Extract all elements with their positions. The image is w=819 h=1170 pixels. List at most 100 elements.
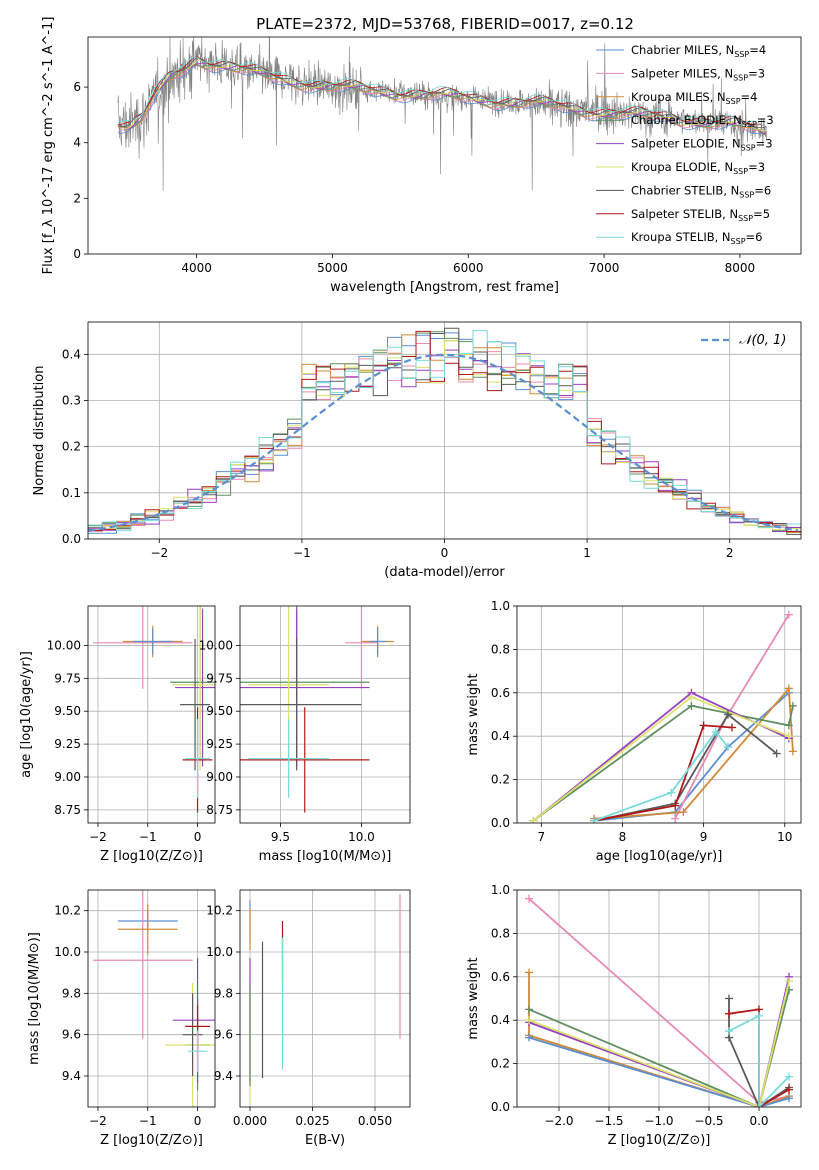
y-tick-label: 0.8 (491, 926, 510, 940)
panel-weight_vs_age: 7 8 9 10 0.0 0.2 0.4 0.6 0.8 1.0 age [log10(age/yr… (466, 599, 802, 864)
x-axis-label: age [log10(age/yr)] (596, 849, 723, 864)
y-tick-label: 0.0 (491, 816, 510, 830)
y-tick-label: 9.75 (54, 671, 81, 685)
normal-curve (88, 353, 799, 532)
weight-marker (525, 1005, 533, 1014)
model-spectrum-line (117, 59, 767, 131)
y-tick-label: 2 (73, 191, 81, 205)
y-tick-label: 0.0 (62, 532, 81, 546)
plot-area-weight_vs_age (517, 606, 801, 823)
legend-entry: Kroupa ELODIE, NSSP=3 (631, 160, 765, 176)
plot-area-mass_vs_ebv (240, 890, 410, 1107)
y-tick-label: 10.0 (206, 945, 233, 959)
y-tick-label: 10.2 (54, 904, 81, 918)
weight-marker (723, 710, 732, 719)
weight-line (593, 730, 729, 822)
weight-marker (723, 743, 732, 752)
y-tick-label: 9.25 (54, 737, 81, 751)
weight-marker (785, 1085, 793, 1094)
y-axis-label: Normed distribution (32, 366, 47, 496)
y-tick-label: 0.2 (491, 773, 510, 787)
axes-frame (239, 889, 411, 1108)
weight-marker (525, 968, 533, 977)
x-tick-label: 1 (583, 546, 591, 560)
x-tick-label: −1 (139, 830, 157, 844)
panel-mass_vs_ebv: 0.000 0.025 0.050 9.4 9.6 9.8 10.0 10.2 E(B-V) (206, 889, 411, 1148)
y-tick-label: 0.8 (491, 642, 510, 656)
x-tick-label: −2 (150, 546, 168, 560)
weight-marker (784, 721, 793, 730)
x-tick-label: 7000 (589, 261, 620, 275)
legend-entry: Chabrier ELODIE, NSSP=3 (631, 113, 774, 129)
weight-marker (699, 721, 708, 730)
y-tick-label: 0.4 (491, 1013, 510, 1027)
y-axis-label: mass [log10(M/M⊙)] (27, 932, 42, 1065)
y-tick-label: 0 (73, 247, 81, 261)
weight-marker (711, 727, 720, 736)
weight-line (532, 691, 790, 822)
y-axis-label: age [log10(age/yr)] (19, 651, 34, 778)
weight-marker (784, 684, 793, 693)
legend-entry: Chabrier MILES, NSSP=4 (631, 43, 766, 59)
weight-marker (785, 1072, 793, 1081)
y-tick-label: 0.2 (62, 440, 81, 454)
weight-marker (725, 994, 733, 1003)
y-tick-label: 0.2 (491, 1057, 510, 1071)
panel-age_vs_mass: 9.5 10.0 8.75 9.00 9.25 9.50 9.75 10.00 mass [lo… (199, 605, 411, 864)
weight-marker (529, 816, 538, 823)
x-tick-label: 4000 (181, 261, 212, 275)
x-tick-label: 0 (194, 1114, 202, 1128)
y-tick-label: 9.00 (206, 770, 233, 784)
y-axis-label: mass weight (466, 673, 481, 755)
x-tick-label: 7 (538, 830, 546, 844)
x-tick-label: −0.5 (694, 1114, 723, 1128)
panel-spectrum: 4000 5000 6000 7000 8000 0 2 4 6 wavelength [Angs… (41, 17, 802, 295)
y-tick-label: 0.4 (62, 347, 81, 361)
weight-line (528, 972, 790, 1107)
x-tick-label: 9.5 (271, 830, 290, 844)
legend-entry: Chabrier STELIB, NSSP=6 (631, 183, 771, 199)
panel-weight_vs_Z: −2.0 −1.5 −1.0 −0.5 0.0 0.0 0.2 0.4 0.6 0.8 1.0 Z [… (466, 883, 802, 1148)
x-tick-label: 0.025 (295, 1114, 329, 1128)
legend-entry: Salpeter STELIB, NSSP=5 (631, 207, 770, 223)
x-axis-label: Z [log10(Z/Z⊙)] (608, 1133, 711, 1148)
model-spectrum-line (117, 57, 767, 129)
weight-marker (784, 610, 793, 619)
weight-marker (788, 747, 797, 756)
weight-marker (725, 1027, 733, 1036)
axes-frame (87, 321, 802, 540)
y-axis-label: Flux [f_λ 10^-17 erg cm^-2 s^-1 A^-1] (41, 17, 56, 275)
x-tick-label: 0.0 (749, 1114, 768, 1128)
x-tick-label: 10 (777, 830, 792, 844)
y-tick-label: 9.6 (62, 1028, 81, 1042)
weight-line (528, 989, 790, 1107)
weight-line (728, 998, 790, 1107)
axes-frame (87, 605, 216, 824)
panel-mass_vs_Z: −2 −1 0 9.4 9.6 9.8 10.0 10.2 Z [log10(Z/Z⊙)] mas… (27, 889, 216, 1148)
plot-area-mass_vs_Z (88, 890, 215, 1107)
y-tick-label: 9.8 (214, 986, 233, 1000)
y-tick-label: 9.8 (62, 986, 81, 1000)
y-tick-label: 9.4 (62, 1069, 81, 1083)
weight-marker (525, 1016, 533, 1025)
panel-age_vs_Z: −2 −1 0 8.75 9.00 9.25 9.50 9.75 10.00 Z [log10(Z… (19, 605, 216, 864)
y-tick-label: 1.0 (491, 883, 510, 897)
x-tick-label: −1 (139, 1114, 157, 1128)
x-tick-label: 0 (441, 546, 449, 560)
y-tick-label: 9.25 (206, 737, 233, 751)
y-tick-label: 0.6 (491, 970, 510, 984)
weight-marker (784, 732, 793, 741)
weight-line (593, 724, 733, 822)
figure-title: PLATE=2372, MJD=53768, FIBERID=0017, z=0… (256, 15, 634, 33)
x-axis-label: E(B-V) (305, 1133, 345, 1148)
axes-frame (516, 889, 802, 1108)
y-tick-label: 10.00 (47, 638, 81, 652)
x-tick-label: 0 (194, 830, 202, 844)
plot-area-age_vs_Z (88, 606, 215, 823)
legend-entry: 𝒩(0, 1) (739, 333, 786, 348)
weight-line (728, 1014, 790, 1107)
weight-marker (785, 977, 793, 986)
y-tick-label: 9.00 (54, 770, 81, 784)
x-axis-label: mass [log10(M/M⊙)] (259, 849, 392, 864)
